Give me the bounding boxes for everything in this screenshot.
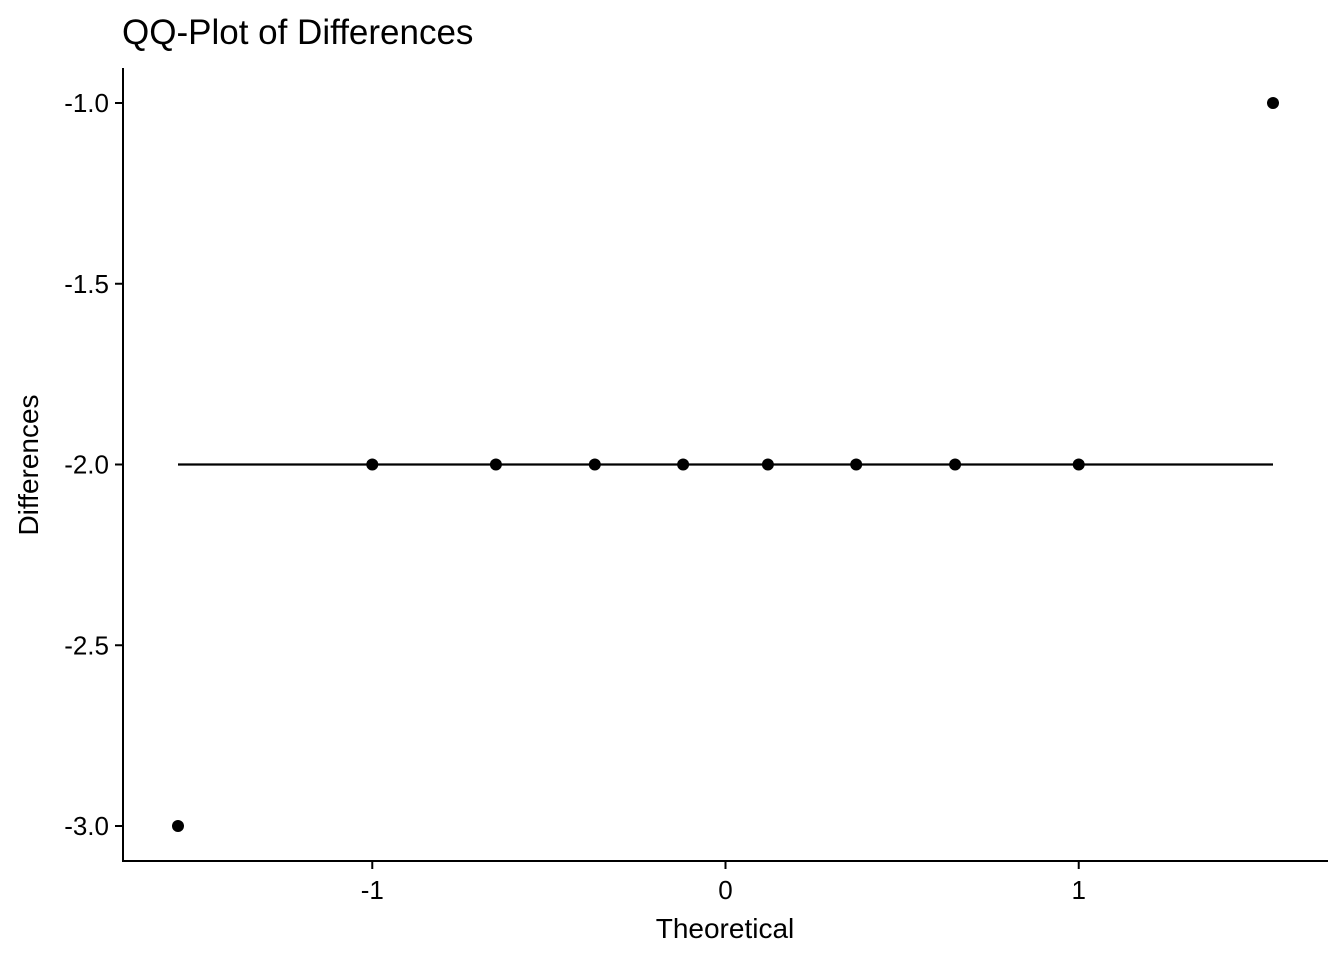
data-point — [850, 458, 863, 471]
y-tick-label: -3.0 — [64, 811, 109, 841]
data-point — [1072, 458, 1085, 471]
x-axis-title: Theoretical — [656, 913, 795, 944]
data-point — [949, 458, 962, 471]
data-point — [172, 820, 184, 832]
y-tick-label: -1.0 — [64, 88, 109, 118]
data-point — [1267, 97, 1279, 109]
y-axis-title: Differences — [13, 394, 44, 535]
data-point — [588, 458, 601, 471]
y-tick-label: -1.5 — [64, 269, 109, 299]
y-tick-label: -2.0 — [64, 450, 109, 480]
y-tick-label: -2.5 — [64, 630, 109, 660]
x-tick-group: -1 0 1 — [361, 861, 1086, 905]
data-point — [677, 458, 690, 471]
data-points — [172, 97, 1279, 832]
data-point — [761, 458, 774, 471]
x-tick-label: -1 — [361, 875, 384, 905]
data-point — [366, 458, 379, 471]
chart-title: QQ-Plot of Differences — [122, 13, 473, 52]
data-point — [489, 458, 502, 471]
x-tick-label: 1 — [1071, 875, 1085, 905]
y-tick-group: -1.0 -1.5 -2.0 -2.5 -3.0 — [64, 88, 123, 841]
x-tick-label: 0 — [718, 875, 732, 905]
